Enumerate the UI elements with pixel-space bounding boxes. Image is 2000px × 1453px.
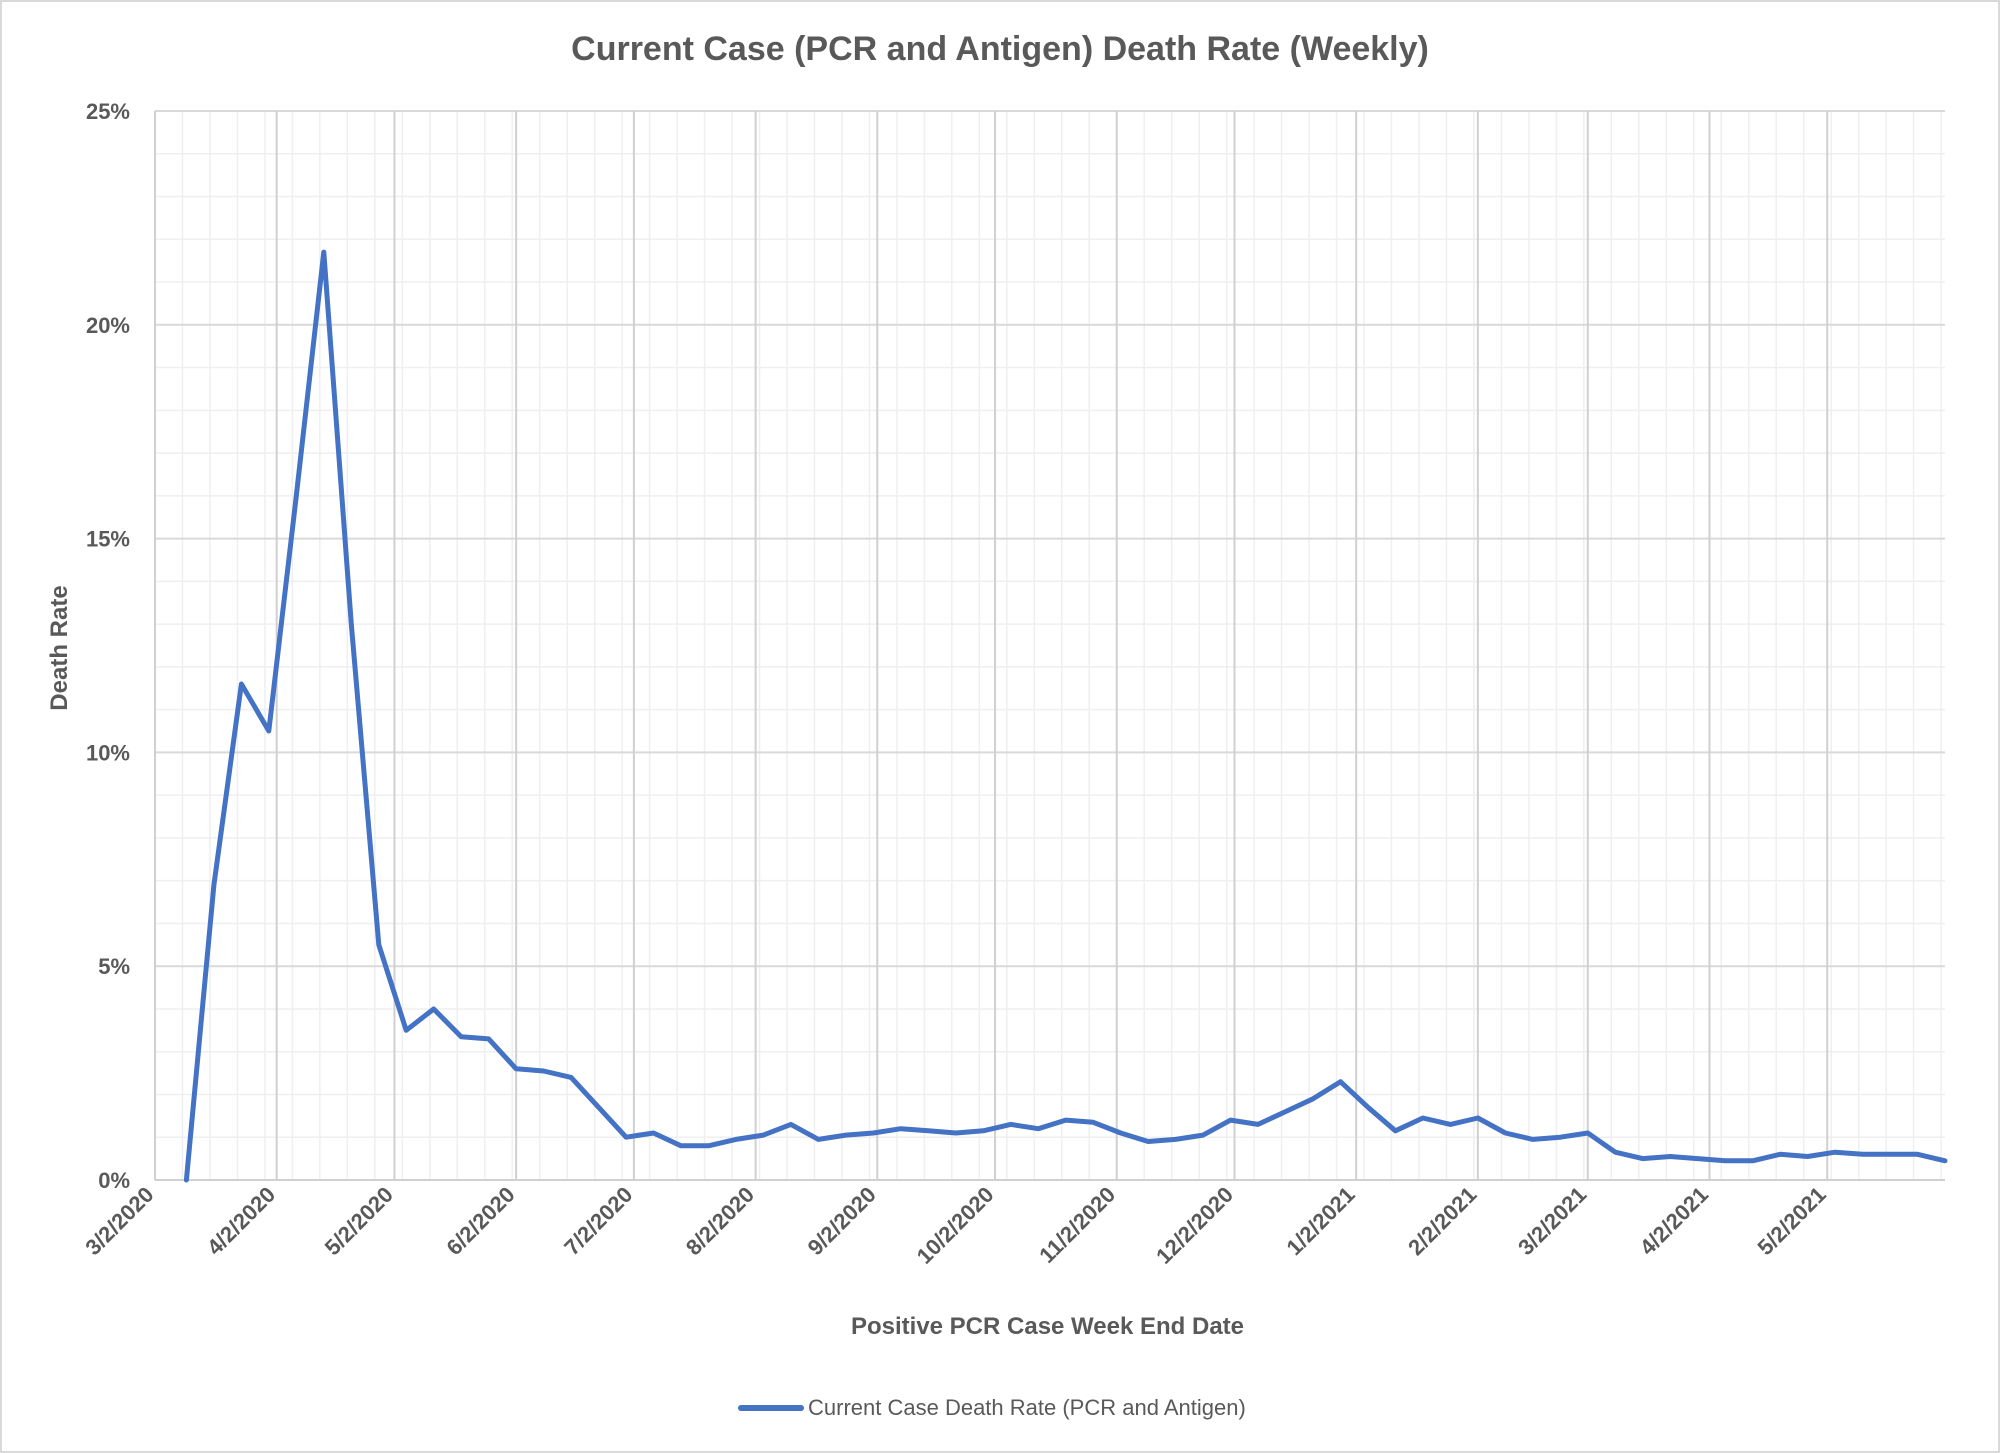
x-tick-label: 4/2/2021 bbox=[1635, 1182, 1713, 1260]
x-tick-label: 1/2/2021 bbox=[1281, 1182, 1359, 1260]
chart-title: Current Case (PCR and Antigen) Death Rat… bbox=[571, 30, 1429, 68]
legend-swatch bbox=[738, 1405, 804, 1411]
x-tick-label: 11/2/2020 bbox=[1034, 1182, 1120, 1268]
x-tick-label: 3/2/2021 bbox=[1513, 1182, 1591, 1260]
series-line bbox=[183, 249, 1948, 1183]
x-tick-label: 2/2/2021 bbox=[1403, 1182, 1481, 1260]
y-tick-label: 10% bbox=[86, 740, 130, 765]
y-axis-title: Death Rate bbox=[46, 585, 73, 711]
x-tick-label: 10/2/2020 bbox=[912, 1182, 999, 1269]
y-tick-label: 20% bbox=[86, 313, 130, 338]
y-tick-label: 15% bbox=[86, 527, 130, 552]
x-axis-ticks: 3/2/2020 4/2/2020 5/2/2020 6/2/2020 7/2/2020… bbox=[80, 1182, 1830, 1269]
x-tick-label: 3/2/2020 bbox=[80, 1182, 158, 1260]
x-tick-label: 4/2/2020 bbox=[202, 1182, 280, 1260]
y-tick-label: 5% bbox=[98, 954, 130, 979]
x-tick-label: 12/2/2020 bbox=[1151, 1182, 1238, 1269]
x-axis-title: Positive PCR Case Week End Date bbox=[850, 1313, 1245, 1340]
x-tick-label: 9/2/2020 bbox=[803, 1182, 881, 1260]
x-tick-label: 5/2/2021 bbox=[1753, 1182, 1831, 1260]
y-axis-ticks: 0% 5% 10% 15% 20% 25% bbox=[86, 99, 130, 1193]
legend: Current Case Death Rate (PCR and Antigen… bbox=[738, 1393, 1246, 1423]
x-tick-label: 6/2/2020 bbox=[441, 1182, 519, 1260]
x-tick-label: 7/2/2020 bbox=[559, 1182, 637, 1260]
minor-gridlines bbox=[154, 111, 1945, 1180]
x-tick-label: 5/2/2020 bbox=[320, 1182, 398, 1260]
series-layer bbox=[183, 249, 1948, 1183]
y-tick-label: 0% bbox=[98, 1168, 130, 1193]
x-tick-label: 8/2/2020 bbox=[681, 1182, 759, 1260]
y-tick-label: 25% bbox=[86, 99, 130, 124]
legend-label: Current Case Death Rate (PCR and Antigen… bbox=[808, 1395, 1246, 1420]
major-gridlines bbox=[154, 110, 1945, 1181]
